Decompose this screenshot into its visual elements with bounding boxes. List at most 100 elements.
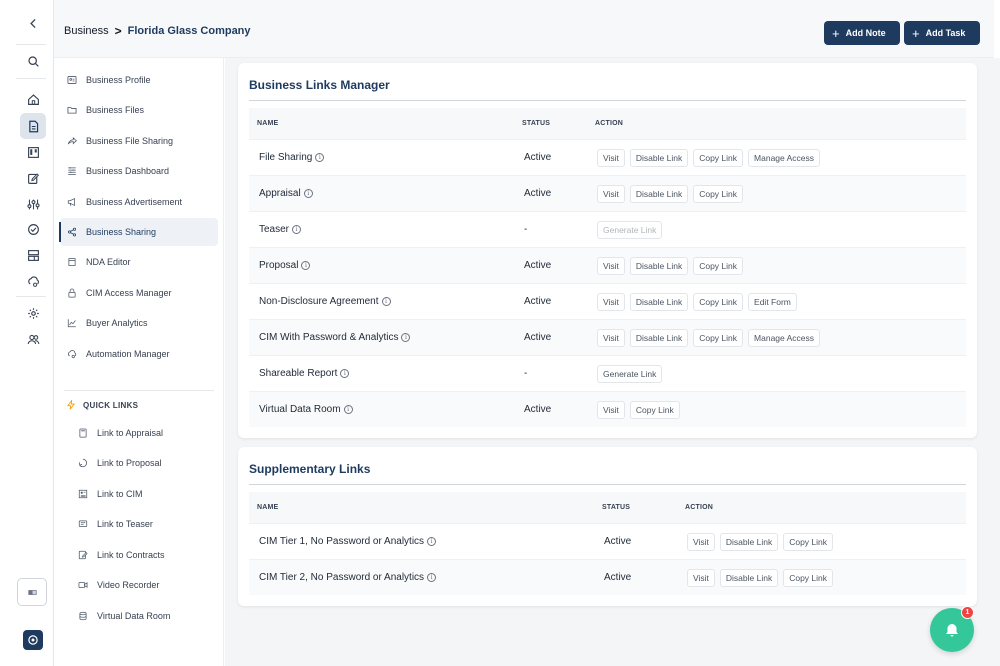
copy-link-button[interactable]: Copy Link <box>783 533 834 551</box>
manage-access-button[interactable]: Manage Access <box>748 329 821 347</box>
disable-link-button[interactable]: Disable Link <box>719 569 779 587</box>
quick-link-appraisal[interactable]: Link to Appraisal <box>78 424 163 442</box>
rail-layout-button[interactable] <box>20 242 46 268</box>
sidebar-item-buyer-analytics[interactable]: Buyer Analytics <box>60 309 218 337</box>
sidebar-item-label: CIM Access Manager <box>86 288 172 298</box>
add-note-button[interactable]: + Add Note <box>824 21 900 45</box>
sidebar-item-business-dashboard[interactable]: Business Dashboard <box>60 157 218 185</box>
quick-link-virtual-data-room[interactable]: Virtual Data Room <box>78 607 170 625</box>
table-row: File Sharing i Active Visit Disable Link Copy… <box>249 139 966 175</box>
card-icon <box>27 589 37 595</box>
search-icon <box>27 55 39 67</box>
edit-form-button[interactable]: Edit Form <box>748 293 797 311</box>
rail-automation-button[interactable] <box>20 268 46 294</box>
quick-link-cim[interactable]: Link to CIM <box>78 485 143 503</box>
sidebar-item-nda-editor[interactable]: NDA Editor <box>60 248 218 276</box>
row-status: Active <box>604 572 632 583</box>
row-status: - <box>524 368 528 379</box>
sidebar-item-business-advertisement[interactable]: Business Advertisement <box>60 188 218 216</box>
visit-button[interactable]: Visit <box>597 401 625 419</box>
rail-edit-button[interactable] <box>20 165 46 191</box>
info-icon[interactable]: i <box>301 261 311 270</box>
copy-link-button[interactable]: Copy Link <box>693 149 744 167</box>
quick-links-heading: QUICK LINKS <box>66 400 138 410</box>
app-logo[interactable] <box>23 630 43 650</box>
disable-link-button[interactable]: Disable Link <box>629 293 689 311</box>
sidebar-item-business-profile[interactable]: Business Profile <box>60 66 218 94</box>
visit-button[interactable]: Visit <box>687 533 715 551</box>
row-name-text: Appraisal <box>259 188 301 199</box>
rail-home-button[interactable] <box>20 86 46 112</box>
quick-link-contracts[interactable]: Link to Contracts <box>78 546 165 564</box>
info-icon[interactable]: i <box>343 405 353 414</box>
visit-button[interactable]: Visit <box>687 569 715 587</box>
row-actions: Visit Disable Link Copy Link <box>597 257 744 275</box>
info-icon[interactable]: i <box>381 297 391 306</box>
breadcrumb: Business > Florida Glass Company <box>64 24 251 38</box>
visit-button[interactable]: Visit <box>597 185 625 203</box>
row-name: Virtual Data Room i <box>259 404 353 415</box>
info-icon[interactable]: i <box>315 153 325 162</box>
row-name-text: Virtual Data Room <box>259 404 341 415</box>
copy-link-button[interactable]: Copy Link <box>693 329 744 347</box>
disable-link-button[interactable]: Disable Link <box>629 149 689 167</box>
generate-link-button[interactable]: Generate Link <box>597 221 663 239</box>
disable-link-button[interactable]: Disable Link <box>629 257 689 275</box>
generate-link-button[interactable]: Generate Link <box>597 365 663 383</box>
rail-business-button[interactable] <box>20 113 46 139</box>
add-note-label: Add Note <box>845 28 886 38</box>
info-icon[interactable]: i <box>427 573 437 582</box>
visit-button[interactable]: Visit <box>597 293 625 311</box>
rail-settings-button[interactable] <box>20 300 46 326</box>
calculator-icon <box>79 428 87 438</box>
rail-card-button[interactable] <box>17 578 47 606</box>
row-name: CIM Tier 2, No Password or Analytics i <box>259 572 437 583</box>
collapse-button[interactable] <box>20 10 46 36</box>
row-actions: Visit Copy Link <box>597 401 680 419</box>
copy-link-button[interactable]: Copy Link <box>693 257 744 275</box>
visit-button[interactable]: Visit <box>597 149 625 167</box>
table-row: CIM Tier 1, No Password or Analytics i Act… <box>249 523 966 559</box>
breadcrumb-root[interactable]: Business <box>64 25 109 37</box>
table-row: Shareable Report i - Generate Link <box>249 355 966 391</box>
row-actions: Generate Link <box>597 221 663 239</box>
automation-icon <box>68 350 77 359</box>
kanban-icon <box>27 146 39 158</box>
disable-link-button[interactable]: Disable Link <box>629 329 689 347</box>
table-row: Teaser i - Generate Link <box>249 211 966 247</box>
sidebar-item-business-file-sharing[interactable]: Business File Sharing <box>60 127 218 155</box>
rail-search-button[interactable] <box>20 48 46 74</box>
sidebar-item-automation-manager[interactable]: Automation Manager <box>60 340 218 368</box>
quick-link-label: Link to CIM <box>97 489 143 499</box>
visit-button[interactable]: Visit <box>597 329 625 347</box>
rail-users-button[interactable] <box>20 326 46 352</box>
quick-link-video-recorder[interactable]: Video Recorder <box>78 576 159 594</box>
info-icon[interactable]: i <box>292 225 302 234</box>
row-actions: Visit Disable Link Copy Link Manage Access <box>597 329 821 347</box>
add-task-button[interactable]: + Add Task <box>904 21 980 45</box>
sidebar-item-business-files[interactable]: Business Files <box>60 96 218 124</box>
copy-link-button[interactable]: Copy Link <box>693 185 744 203</box>
copy-link-button[interactable]: Copy Link <box>783 569 834 587</box>
share-nodes-icon <box>68 227 76 237</box>
card-title: Business Links Manager <box>249 78 390 92</box>
info-icon[interactable]: i <box>340 369 350 378</box>
info-icon[interactable]: i <box>401 333 411 342</box>
disable-link-button[interactable]: Disable Link <box>719 533 779 551</box>
quick-link-proposal[interactable]: Link to Proposal <box>78 454 162 472</box>
sidebar-item-cim-access-manager[interactable]: CIM Access Manager <box>60 279 218 307</box>
quick-link-teaser[interactable]: Link to Teaser <box>78 515 153 533</box>
rail-kanban-button[interactable] <box>20 139 46 165</box>
info-icon[interactable]: i <box>303 189 313 198</box>
info-icon[interactable]: i <box>427 537 437 546</box>
rail-sliders-button[interactable] <box>20 191 46 217</box>
copy-link-button[interactable]: Copy Link <box>693 293 744 311</box>
visit-button[interactable]: Visit <box>597 257 625 275</box>
row-name: Appraisal i <box>259 188 313 199</box>
disable-link-button[interactable]: Disable Link <box>629 185 689 203</box>
sidebar-item-business-sharing[interactable]: Business Sharing <box>59 218 218 246</box>
rail-tasks-button[interactable] <box>20 216 46 242</box>
copy-link-button[interactable]: Copy Link <box>629 401 680 419</box>
row-status: Active <box>524 152 552 163</box>
manage-access-button[interactable]: Manage Access <box>748 149 821 167</box>
